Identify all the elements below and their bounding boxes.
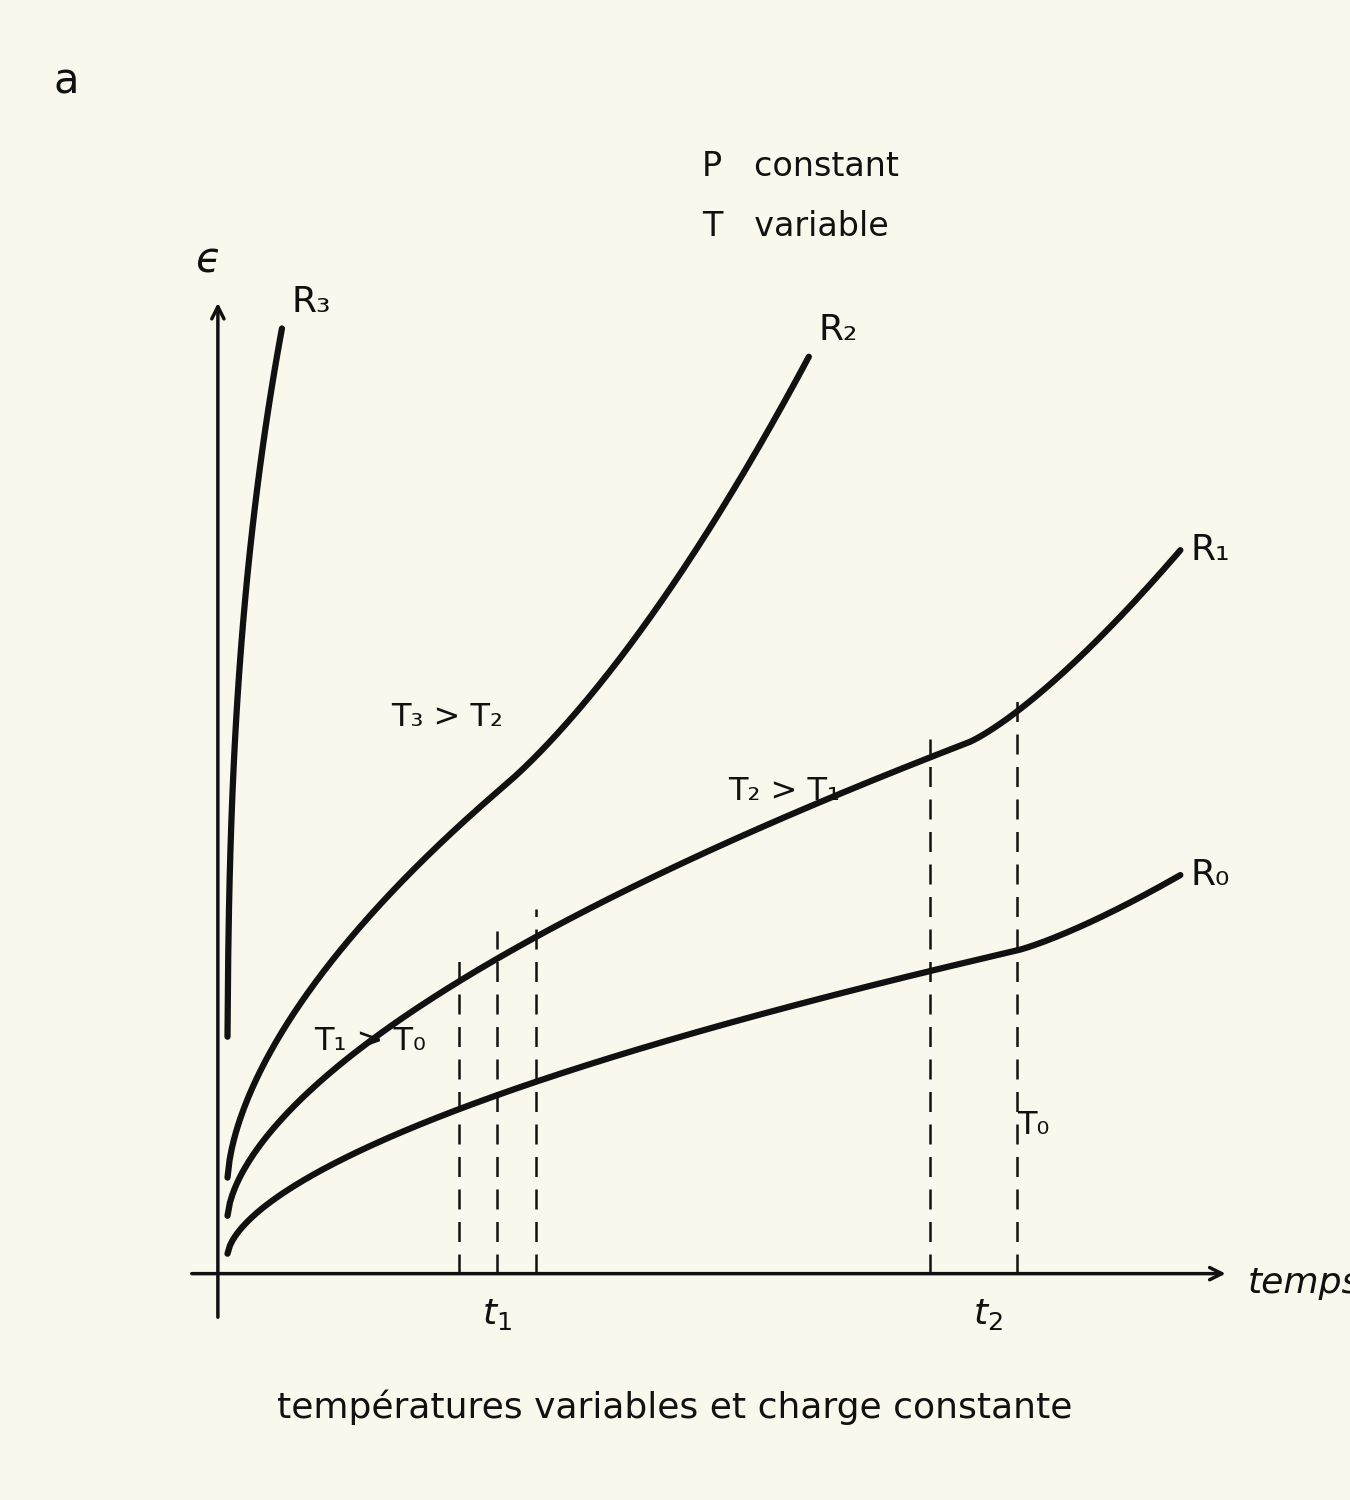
Text: T₂ > T₁: T₂ > T₁ [728,776,840,807]
Text: $t_1$: $t_1$ [482,1298,512,1332]
Text: a: a [54,60,80,102]
Text: R₂: R₂ [818,314,857,348]
Text: T   variable: T variable [702,210,888,243]
Text: $t_2$: $t_2$ [973,1298,1003,1332]
Text: R₃: R₃ [292,285,331,320]
Text: T₃ > T₂: T₃ > T₂ [392,702,504,734]
Text: températures variables et charge constante: températures variables et charge constan… [277,1389,1073,1425]
Text: ϵ: ϵ [196,240,221,282]
Text: T₁ > T₀: T₁ > T₀ [315,1026,427,1057]
Text: R₀: R₀ [1189,858,1230,892]
Text: P   constant: P constant [702,150,899,183]
Text: T₀: T₀ [1017,1110,1049,1142]
Text: R₁: R₁ [1189,532,1230,567]
Text: temps: temps [1247,1266,1350,1300]
